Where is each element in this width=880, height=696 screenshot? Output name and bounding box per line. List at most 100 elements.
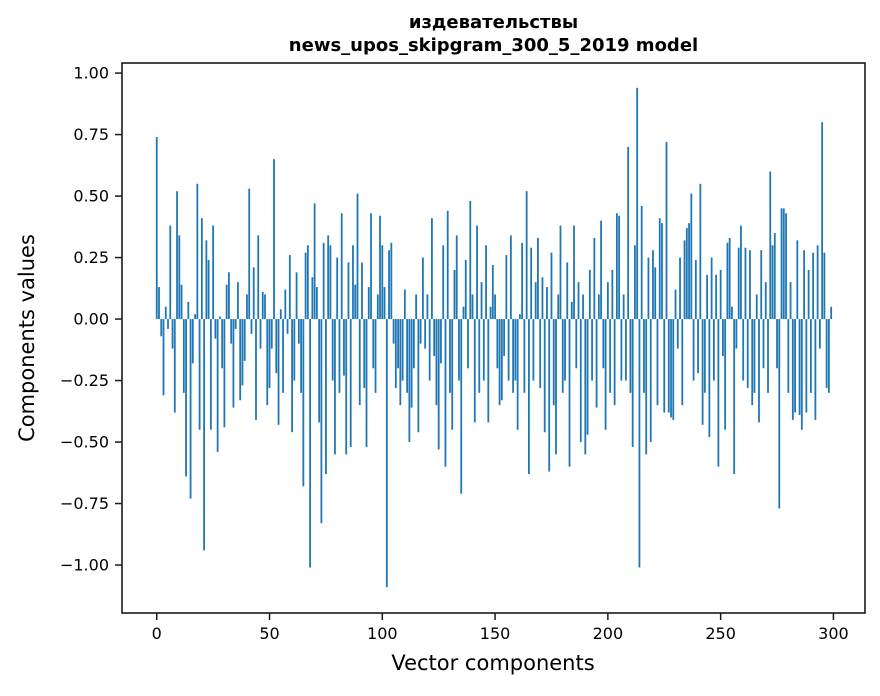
bar bbox=[528, 319, 530, 475]
bar bbox=[622, 294, 625, 320]
bar bbox=[203, 319, 205, 551]
bar bbox=[697, 319, 699, 374]
bar bbox=[568, 319, 571, 467]
bar bbox=[685, 228, 688, 320]
bar bbox=[458, 319, 460, 381]
bar bbox=[223, 319, 226, 428]
bar bbox=[467, 319, 469, 369]
bar bbox=[785, 213, 787, 320]
bar bbox=[582, 294, 584, 320]
bar bbox=[548, 319, 551, 472]
bar bbox=[464, 260, 467, 320]
bar bbox=[340, 213, 343, 320]
bar bbox=[431, 218, 433, 320]
bar bbox=[796, 240, 799, 320]
bar bbox=[485, 245, 487, 320]
bar bbox=[593, 237, 596, 320]
bar bbox=[735, 319, 738, 349]
bar bbox=[787, 319, 790, 393]
bar bbox=[712, 319, 715, 381]
bar bbox=[652, 250, 654, 320]
bar bbox=[532, 319, 535, 381]
bar bbox=[708, 319, 711, 438]
bar bbox=[579, 319, 582, 443]
bar bbox=[699, 183, 702, 320]
bar bbox=[701, 319, 704, 425]
bar bbox=[552, 319, 555, 406]
bar bbox=[480, 282, 483, 320]
bar bbox=[232, 319, 235, 408]
bar bbox=[228, 272, 230, 320]
bar bbox=[715, 274, 718, 320]
bar bbox=[318, 319, 321, 423]
x-axis-label: Vector components bbox=[391, 651, 595, 675]
bar bbox=[509, 235, 512, 320]
bar bbox=[482, 319, 485, 381]
bar bbox=[385, 319, 388, 588]
bar bbox=[352, 245, 354, 320]
bar bbox=[304, 252, 307, 320]
bar bbox=[216, 319, 219, 452]
bar bbox=[173, 319, 176, 413]
bar bbox=[640, 205, 643, 320]
y-axis-label: Components values bbox=[15, 234, 39, 442]
bar bbox=[376, 294, 379, 320]
bar bbox=[158, 287, 160, 320]
y-tick-label: −0.50 bbox=[60, 433, 109, 452]
bar bbox=[257, 235, 260, 320]
bar bbox=[266, 319, 269, 406]
bar bbox=[731, 306, 733, 320]
bar bbox=[789, 282, 792, 320]
bar bbox=[643, 319, 645, 393]
bar bbox=[270, 319, 273, 349]
bar bbox=[809, 319, 812, 393]
bar bbox=[302, 319, 305, 487]
bar bbox=[780, 208, 783, 320]
bar bbox=[275, 319, 278, 374]
x-tick-label: 300 bbox=[818, 624, 849, 643]
bar bbox=[370, 213, 372, 320]
bar bbox=[209, 319, 212, 430]
bar bbox=[706, 274, 709, 320]
bar bbox=[446, 210, 449, 320]
bar bbox=[200, 218, 203, 320]
bar bbox=[728, 237, 731, 320]
bar bbox=[325, 319, 327, 475]
bar bbox=[821, 122, 824, 320]
bar bbox=[498, 319, 501, 406]
bar bbox=[667, 319, 670, 413]
bar bbox=[189, 319, 192, 499]
bar bbox=[469, 200, 472, 320]
bar bbox=[627, 146, 630, 320]
bar bbox=[401, 319, 404, 381]
bar bbox=[760, 250, 763, 320]
bar bbox=[284, 289, 287, 320]
bar bbox=[537, 237, 539, 320]
bar bbox=[564, 319, 566, 381]
plot-spines bbox=[121, 62, 866, 614]
bar bbox=[180, 284, 183, 320]
bar bbox=[805, 319, 808, 413]
bar bbox=[329, 245, 332, 320]
bar bbox=[374, 319, 377, 393]
bar bbox=[243, 319, 246, 361]
bar bbox=[665, 141, 668, 320]
bar bbox=[372, 319, 375, 369]
bar bbox=[300, 319, 302, 393]
bar bbox=[160, 319, 163, 337]
bar bbox=[606, 282, 609, 320]
bar bbox=[176, 191, 178, 320]
bar bbox=[575, 319, 578, 369]
bar bbox=[164, 306, 167, 320]
bar bbox=[187, 301, 190, 320]
bar bbox=[250, 319, 253, 334]
bar bbox=[491, 264, 494, 320]
bar bbox=[776, 319, 778, 369]
bar bbox=[169, 225, 172, 320]
bar bbox=[555, 319, 557, 455]
bar bbox=[171, 319, 174, 349]
bar bbox=[586, 319, 589, 435]
bar bbox=[507, 319, 510, 381]
bar bbox=[306, 245, 309, 320]
bar bbox=[390, 242, 393, 320]
